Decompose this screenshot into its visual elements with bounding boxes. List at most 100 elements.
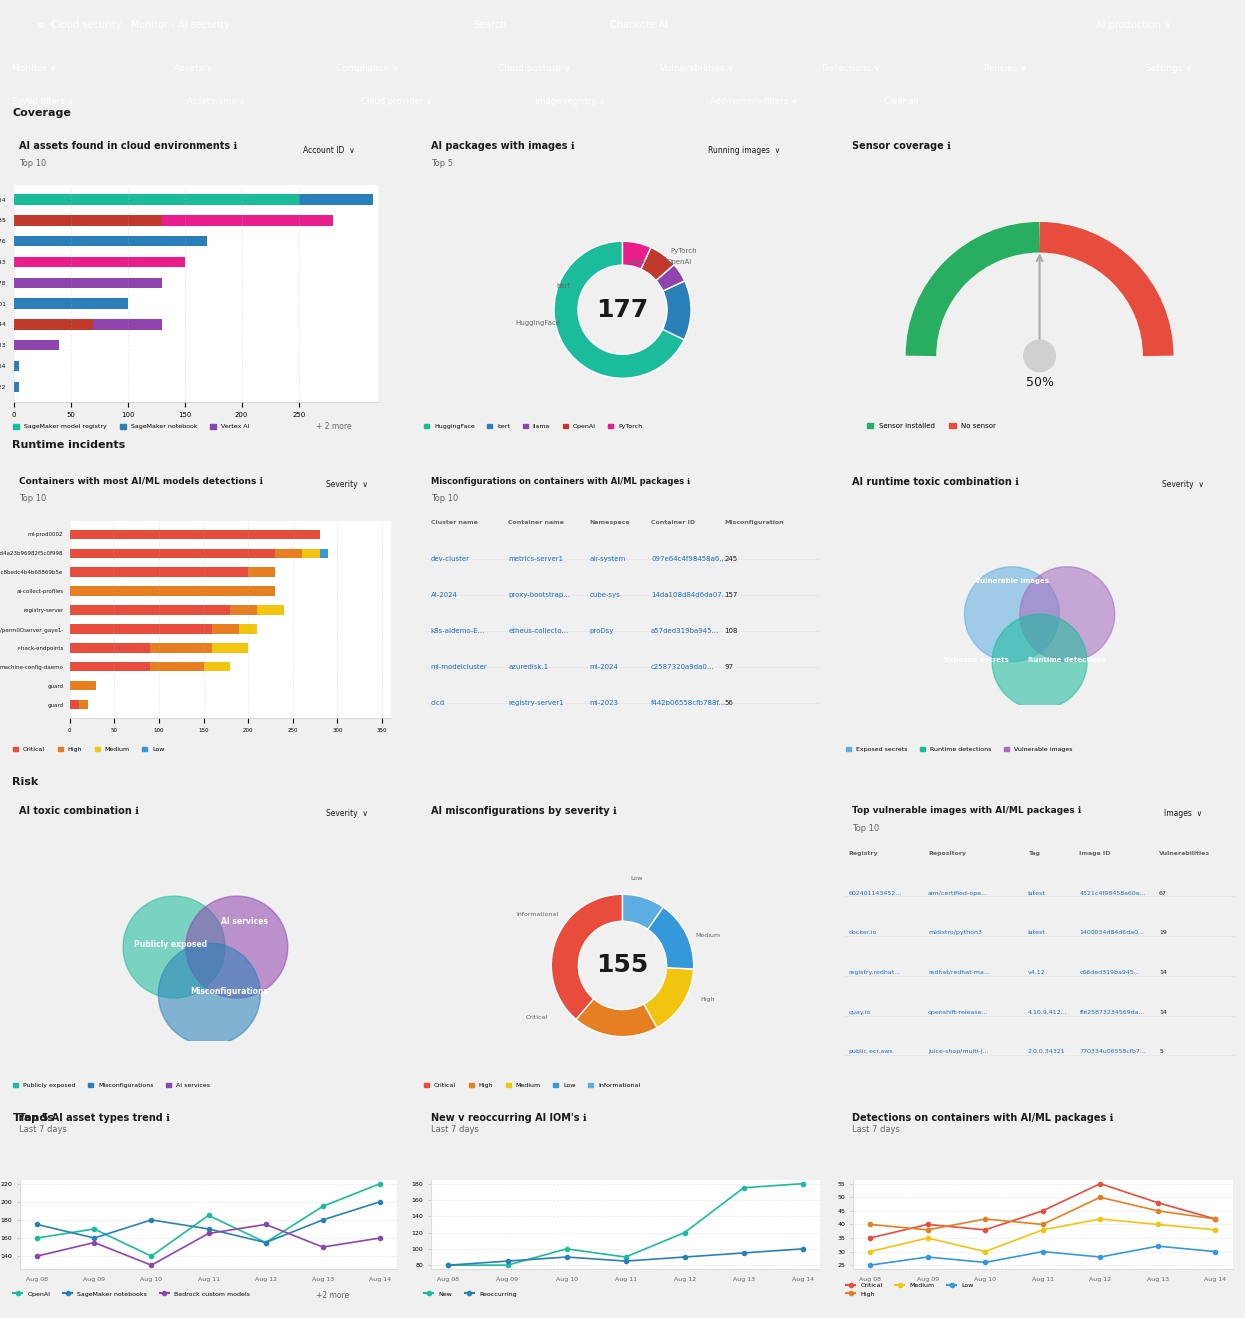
Text: 56: 56 <box>725 700 733 706</box>
Text: 5: 5 <box>1159 1049 1163 1054</box>
Text: Sensor coverage ℹ: Sensor coverage ℹ <box>853 141 951 150</box>
Text: 14da108d84d6da07...: 14da108d84d6da07... <box>651 592 728 598</box>
Text: Detections on containers with AI/ML packages ℹ: Detections on containers with AI/ML pack… <box>853 1112 1114 1123</box>
Text: aim/certified-ope...: aim/certified-ope... <box>928 891 989 895</box>
Legend: Sensor installed, No sensor: Sensor installed, No sensor <box>864 420 998 431</box>
Text: registry-server1: registry-server1 <box>508 700 564 706</box>
Text: latest: latest <box>1027 931 1046 936</box>
Text: 770334u06558cfb7...: 770334u06558cfb7... <box>1079 1049 1147 1054</box>
Text: New v reoccurring AI IOM's ℹ: New v reoccurring AI IOM's ℹ <box>431 1112 586 1123</box>
Text: Add/remove filters +: Add/remove filters + <box>710 98 797 105</box>
Text: etheus-collecto...: etheus-collecto... <box>508 627 569 634</box>
Text: registry.redhat...: registry.redhat... <box>848 970 900 975</box>
Circle shape <box>186 896 288 998</box>
Bar <box>70 643 151 652</box>
Text: Exposed secrets: Exposed secrets <box>944 656 1008 663</box>
Text: ml-2024: ml-2024 <box>590 664 619 670</box>
Text: Namespace: Namespace <box>590 521 630 525</box>
Text: OpenAI: OpenAI <box>667 258 692 265</box>
Text: llama: llama <box>630 258 649 265</box>
Bar <box>14 298 128 308</box>
Text: Runtime incidents: Runtime incidents <box>12 440 126 451</box>
Bar <box>320 548 329 558</box>
Text: cicd: cicd <box>431 700 444 706</box>
Text: Trands: Trands <box>12 1112 55 1123</box>
Legend: New, Reoccurring: New, Reoccurring <box>422 1289 519 1300</box>
Bar <box>204 662 230 671</box>
Text: 67: 67 <box>1159 891 1167 895</box>
Text: Container name: Container name <box>508 521 564 525</box>
Text: a57ded319ba945...: a57ded319ba945... <box>651 627 720 634</box>
Text: + 2 more: + 2 more <box>316 422 352 431</box>
Text: AI misconfigurations by severity ℹ: AI misconfigurations by severity ℹ <box>431 807 616 816</box>
Text: ml-modelcluster: ml-modelcluster <box>431 664 487 670</box>
Text: 245: 245 <box>725 556 738 561</box>
Bar <box>70 548 275 558</box>
Text: Publicly exposed: Publicly exposed <box>133 940 207 949</box>
Wedge shape <box>576 999 657 1036</box>
Bar <box>230 605 258 614</box>
Text: c2587320a9da0...: c2587320a9da0... <box>651 664 715 670</box>
Text: Vulnerable images: Vulnerable images <box>975 577 1048 584</box>
Bar <box>248 568 275 577</box>
Text: azuredisk.1: azuredisk.1 <box>508 664 548 670</box>
Text: Top 10: Top 10 <box>20 159 46 169</box>
Text: Top 5 AI asset types trend ℹ: Top 5 AI asset types trend ℹ <box>20 1112 171 1123</box>
Text: Misconfigurations: Misconfigurations <box>190 987 268 996</box>
Circle shape <box>965 567 1059 662</box>
Bar <box>14 194 299 204</box>
Text: 108: 108 <box>725 627 738 634</box>
Text: 2.0.0.34321: 2.0.0.34321 <box>1027 1049 1066 1054</box>
Text: Severity  ∨: Severity ∨ <box>1162 480 1204 489</box>
Bar <box>239 625 258 634</box>
Text: Vulnerabilities: Vulnerabilities <box>1159 851 1210 855</box>
Text: Image registry ∨: Image registry ∨ <box>535 98 605 105</box>
Text: AI assets found in cloud environments ℹ: AI assets found in cloud environments ℹ <box>20 141 238 150</box>
Text: Medium: Medium <box>696 933 721 938</box>
Text: Top 10: Top 10 <box>853 824 879 833</box>
Bar <box>70 605 230 614</box>
Circle shape <box>1020 567 1114 662</box>
Text: 157: 157 <box>725 592 738 598</box>
Legend: Critical, High, Medium, Low: Critical, High, Medium, Low <box>844 1280 976 1300</box>
Bar <box>14 257 184 268</box>
Legend: HuggingFace, bert, llama, OpenAI, PyTorch: HuggingFace, bert, llama, OpenAI, PyTorc… <box>422 422 645 432</box>
Text: docker.io: docker.io <box>848 931 876 936</box>
Bar <box>70 530 320 539</box>
Text: Misconfigurations on containers with AI/ML packages ℹ: Misconfigurations on containers with AI/… <box>431 477 690 485</box>
Text: Top vulnerable images with AI/ML packages ℹ: Top vulnerable images with AI/ML package… <box>853 807 1082 816</box>
Text: Account ID  ∨: Account ID ∨ <box>303 146 355 154</box>
Bar <box>14 278 162 289</box>
Text: AI-2024: AI-2024 <box>431 592 457 598</box>
Text: dev-cluster: dev-cluster <box>431 556 469 561</box>
Bar <box>213 643 248 652</box>
Bar <box>14 361 20 372</box>
Bar <box>213 625 239 634</box>
Legend: Critical, High, Medium, Low: Critical, High, Medium, Low <box>11 745 167 755</box>
Bar <box>14 319 93 330</box>
Text: Top 10: Top 10 <box>20 494 46 503</box>
Legend: Publicly exposed, Misconfigurations, AI services: Publicly exposed, Misconfigurations, AI … <box>11 1081 213 1091</box>
Legend: Critical, High, Medium, Low, Informational: Critical, High, Medium, Low, Information… <box>422 1081 642 1091</box>
Bar <box>301 548 320 558</box>
Text: Cluster name: Cluster name <box>431 521 477 525</box>
Text: Running images  ∨: Running images ∨ <box>708 146 781 154</box>
Wedge shape <box>662 281 691 340</box>
Text: +2 more: +2 more <box>316 1292 350 1301</box>
Text: Last 7 days: Last 7 days <box>853 1124 900 1133</box>
Text: Compliance ∨: Compliance ∨ <box>336 65 400 72</box>
Text: AI production ∨: AI production ∨ <box>1096 20 1170 30</box>
Text: Saved filters ∨: Saved filters ∨ <box>12 98 73 105</box>
Text: 097e64c4f98458a6...: 097e64c4f98458a6... <box>651 556 726 561</box>
Text: mldistro/python3: mldistro/python3 <box>928 931 982 936</box>
Circle shape <box>123 896 225 998</box>
Text: Monitor ∨: Monitor ∨ <box>12 65 56 72</box>
Bar <box>14 215 162 225</box>
Text: k8s-aidemo-E...: k8s-aidemo-E... <box>431 627 486 634</box>
Bar <box>14 340 60 351</box>
Text: Severity  ∨: Severity ∨ <box>326 809 369 818</box>
Wedge shape <box>644 967 693 1028</box>
Legend: OpenAI, SageMaker notebooks, Bedrock custom models: OpenAI, SageMaker notebooks, Bedrock cus… <box>11 1289 253 1300</box>
Wedge shape <box>641 248 674 281</box>
Text: Policies ∨: Policies ∨ <box>984 65 1027 72</box>
